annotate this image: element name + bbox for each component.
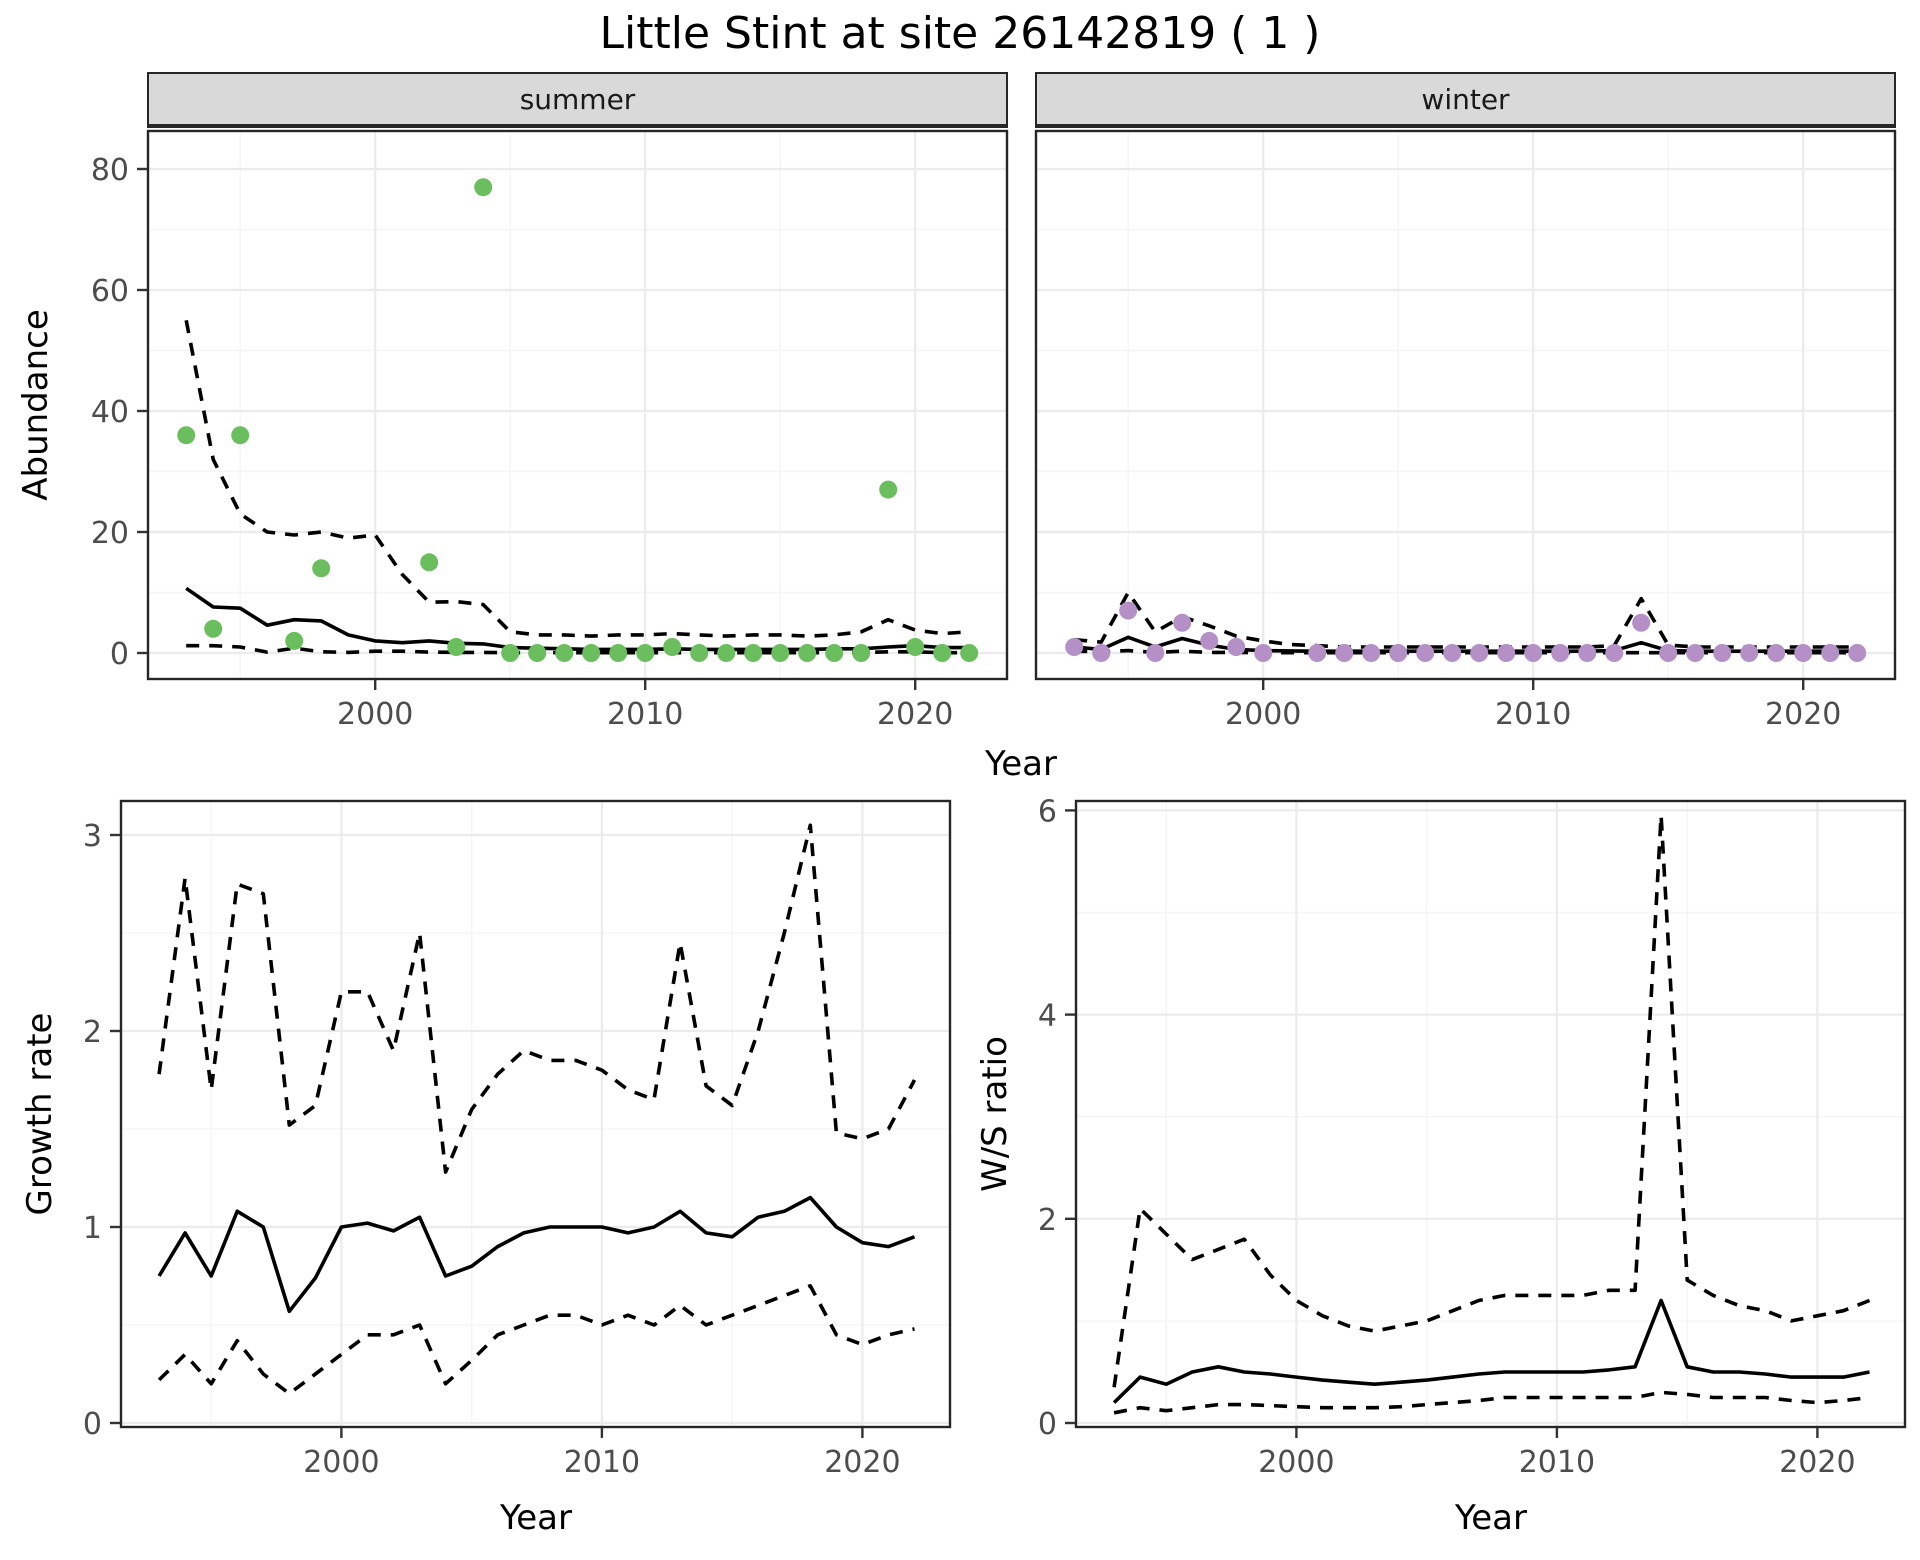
lower-ci-line xyxy=(1113,1390,1870,1415)
lower-ci-line xyxy=(157,1283,915,1396)
median-line xyxy=(157,1195,916,1314)
svg-text:80: 80 xyxy=(91,153,129,188)
upper-ci-line xyxy=(157,823,917,1174)
facet-strip-winter-label: winter xyxy=(1421,82,1510,116)
svg-text:0: 0 xyxy=(1038,1407,1057,1442)
winter-abundance-panel: 2000 2010 2020 xyxy=(1034,129,1897,732)
svg-text:60: 60 xyxy=(91,274,129,309)
growth-rate-panel: 2000 2010 2020 0 1 2 3 xyxy=(83,799,952,1480)
facet-strip-summer-label: summer xyxy=(519,82,636,116)
svg-text:2000: 2000 xyxy=(1258,1445,1334,1480)
median-line xyxy=(1074,635,1858,654)
svg-text:2: 2 xyxy=(83,1015,102,1050)
svg-text:0: 0 xyxy=(110,637,129,672)
ws-axis-title: W/S ratio xyxy=(975,1036,1015,1192)
upper-ci-line xyxy=(1074,590,1858,649)
svg-text:2020: 2020 xyxy=(1779,1445,1855,1480)
svg-text:2010: 2010 xyxy=(1495,697,1571,732)
upper-ci-line xyxy=(1112,813,1871,1388)
svg-text:2000: 2000 xyxy=(1225,697,1301,732)
top-year-axis-title: Year xyxy=(985,744,1057,784)
svg-text:3: 3 xyxy=(83,819,102,854)
abundance-axis-title: Abundance xyxy=(16,309,56,501)
svg-text:2010: 2010 xyxy=(607,697,683,732)
svg-text:2: 2 xyxy=(1038,1203,1057,1238)
median-line xyxy=(1112,1298,1870,1404)
svg-text:40: 40 xyxy=(91,395,129,430)
ws-ratio-panel: 2000 2010 2020 0 2 4 6 xyxy=(1038,794,1907,1480)
upper-ci-line xyxy=(184,319,970,638)
svg-text:0: 0 xyxy=(83,1407,102,1442)
facet-strip-winter: winter xyxy=(1035,72,1896,128)
facet-strip-summer: summer xyxy=(147,72,1008,128)
observation-points xyxy=(177,178,979,662)
observation-points xyxy=(1065,601,1867,662)
growth-axis-title: Growth rate xyxy=(20,1012,60,1216)
growth-year-axis-title: Year xyxy=(500,1498,572,1538)
svg-text:1: 1 xyxy=(83,1211,102,1246)
svg-text:2000: 2000 xyxy=(337,697,413,732)
summer-abundance-panel: 2000 2010 2020 0 20 40 60 80 xyxy=(91,129,1009,732)
ws-year-axis-title: Year xyxy=(1455,1498,1527,1538)
svg-text:2010: 2010 xyxy=(564,1445,640,1480)
svg-text:2020: 2020 xyxy=(824,1445,900,1480)
svg-text:2020: 2020 xyxy=(877,697,953,732)
svg-text:2020: 2020 xyxy=(1765,697,1841,732)
median-line xyxy=(185,586,970,652)
svg-text:20: 20 xyxy=(91,516,129,551)
figure-title: Little Stint at site 26142819 ( 1 ) xyxy=(599,8,1321,59)
svg-text:6: 6 xyxy=(1038,794,1057,829)
svg-text:2000: 2000 xyxy=(303,1445,379,1480)
svg-text:4: 4 xyxy=(1038,999,1057,1034)
svg-text:2010: 2010 xyxy=(1519,1445,1595,1480)
